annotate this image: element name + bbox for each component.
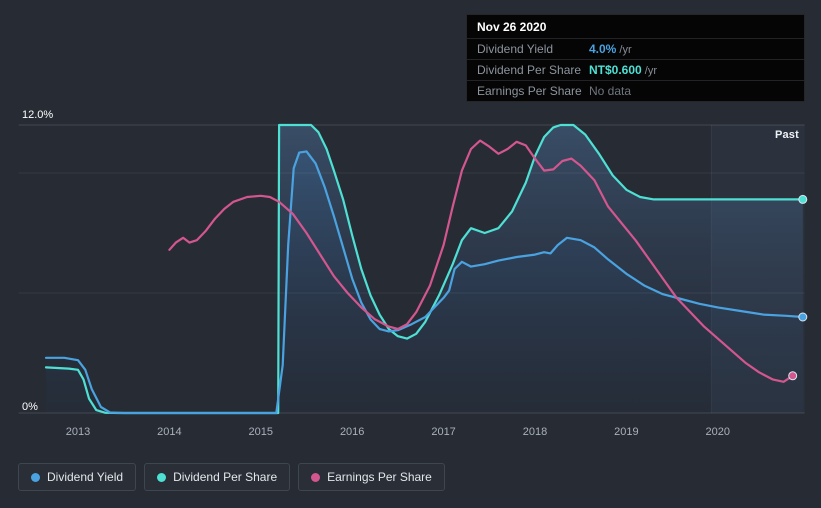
series-end-dot-dividend-per-share (798, 194, 808, 204)
legend-label: Dividend Per Share (173, 470, 278, 484)
series-line-earnings-per-share (168, 139, 794, 383)
tooltip-label: Dividend Yield (477, 42, 554, 56)
legend-item-dividend-yield[interactable]: Dividend Yield (18, 463, 137, 491)
x-axis-label-2016: 2016 (339, 426, 365, 438)
legend-label: Dividend Yield (47, 470, 124, 484)
legend-dot-icon (157, 472, 167, 482)
tooltip-label: Earnings Per Share (477, 84, 582, 98)
tooltip-value: NT$0.600 /yr (589, 63, 657, 77)
x-axis-label-2020: 2020 (705, 426, 730, 438)
series-area-dividend-yield (46, 151, 803, 413)
x-axis-label-2014: 2014 (157, 426, 182, 438)
series-end-dot-earnings-per-share (788, 371, 798, 381)
tooltip-value: 4.0% /yr (589, 42, 632, 56)
tooltip-value: No data (589, 84, 632, 98)
tooltip-label: Dividend Per Share (477, 63, 582, 77)
legend-label: Earnings Per Share (327, 470, 432, 484)
legend-dot-icon (311, 472, 321, 482)
legend-item-dividend-per-share[interactable]: Dividend Per Share (144, 463, 291, 491)
tooltip-row-earnings-per-share: Earnings Per Share No data (467, 80, 804, 101)
y-axis-label-0: 0% (22, 401, 38, 413)
legend-item-earnings-per-share[interactable]: Earnings Per Share (298, 463, 445, 491)
series-end-dot-dividend-yield (798, 312, 808, 322)
series-line-dividend-yield (44, 150, 804, 415)
y-axis-label-12: 12.0% (22, 109, 54, 121)
past-label: Past (774, 129, 799, 141)
tooltip-row-dividend-yield: Dividend Yield 4.0% /yr (467, 38, 804, 59)
legend: Dividend Yield Dividend Per Share Earnings… (18, 463, 445, 491)
x-axis-label-2015: 2015 (248, 426, 274, 438)
x-axis-label-2018: 2018 (522, 426, 548, 438)
legend-dot-icon (31, 472, 40, 482)
tooltip-row-dividend-per-share: Dividend Per Share NT$0.600 /yr (467, 59, 804, 80)
x-axis-label-2017: 2017 (431, 426, 456, 438)
tooltip-date: Nov 26 2020 (477, 20, 547, 34)
tooltip: Nov 26 2020 Dividend Yield 4.0% /yr Divi… (466, 14, 805, 102)
x-axis-label-2013: 2013 (65, 426, 91, 438)
x-axis-label-2019: 2019 (614, 426, 639, 438)
